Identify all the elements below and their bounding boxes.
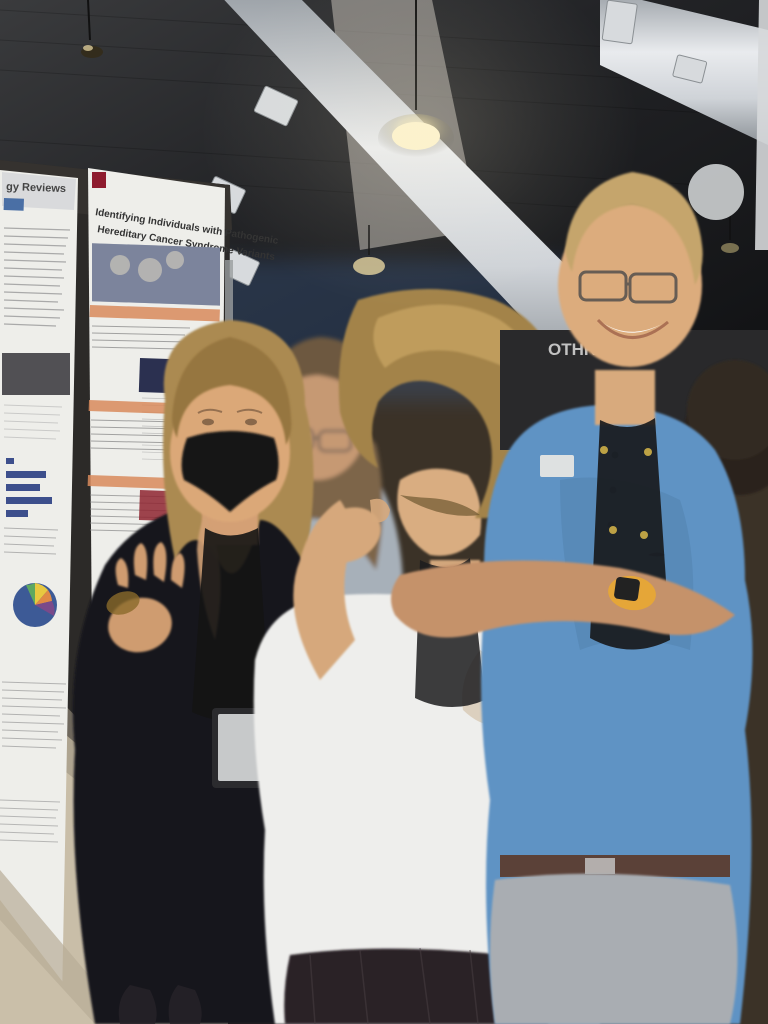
svg-text:gy Reviews: gy Reviews (6, 181, 66, 195)
